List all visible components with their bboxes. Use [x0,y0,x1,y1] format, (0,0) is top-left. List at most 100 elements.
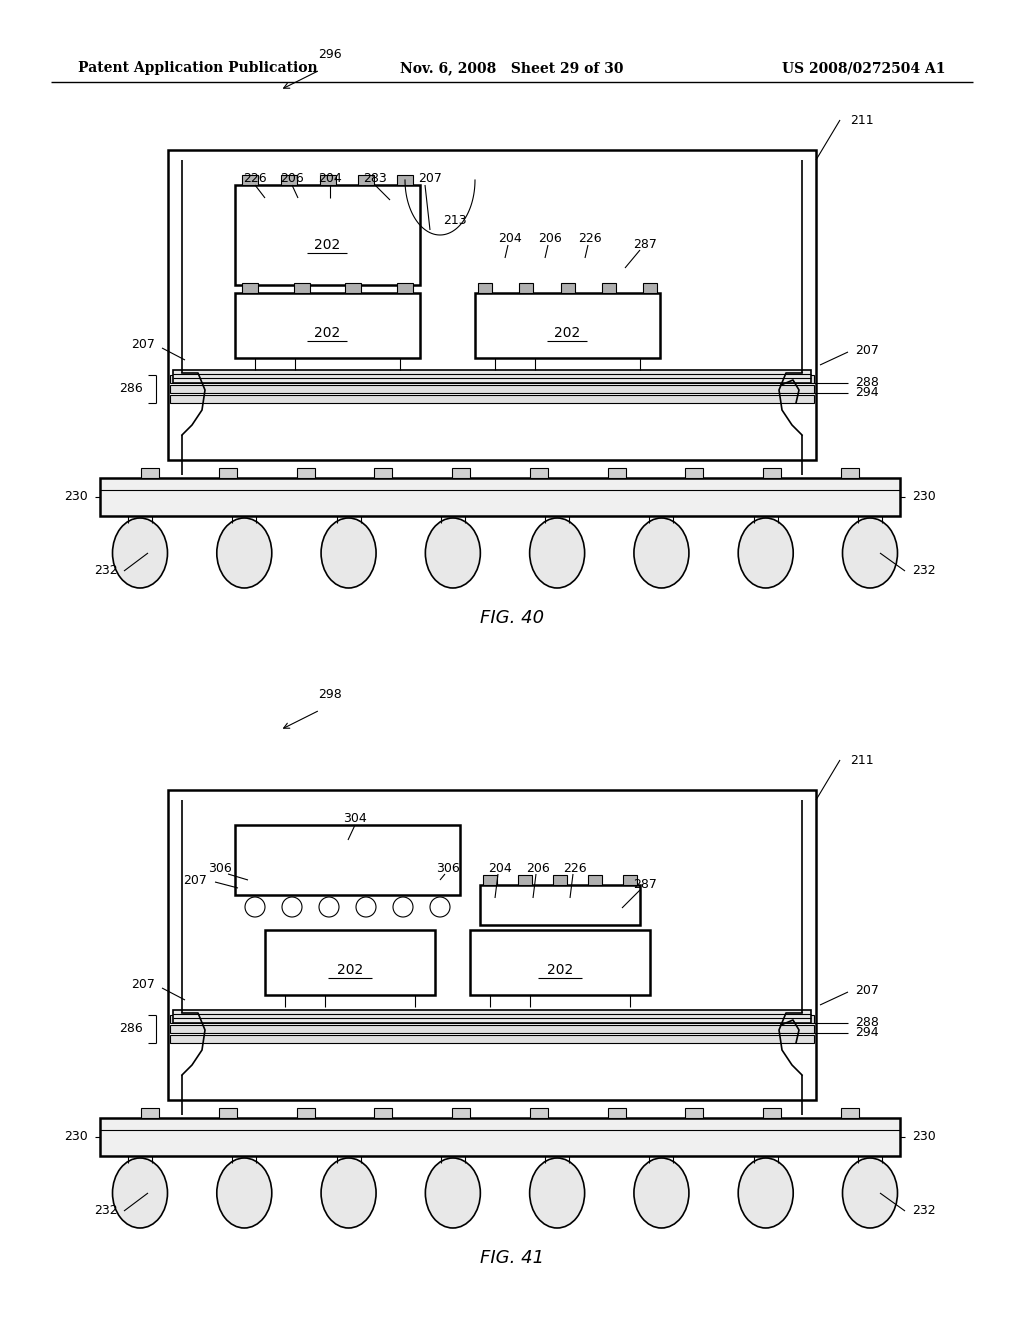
Bar [623,875,637,884]
Bar [141,1107,159,1118]
Bar [480,884,640,925]
Bar [242,176,258,185]
Bar [841,1107,859,1118]
Ellipse shape [322,1158,376,1228]
Text: 294: 294 [855,1027,879,1040]
Text: Patent Application Publication: Patent Application Publication [78,61,317,75]
Bar [170,1026,814,1034]
Text: 204: 204 [318,172,342,185]
Text: 206: 206 [526,862,550,874]
Ellipse shape [217,1158,271,1228]
Ellipse shape [425,517,480,587]
Text: 283: 283 [364,172,387,185]
Circle shape [319,898,339,917]
Bar [560,282,574,293]
Text: 211: 211 [850,754,873,767]
Circle shape [356,898,376,917]
Bar [478,282,492,293]
Text: 304: 304 [343,812,367,825]
Bar [685,1107,703,1118]
Text: 204: 204 [498,231,522,244]
Bar [345,282,361,293]
Bar [518,875,532,884]
Ellipse shape [738,1158,794,1228]
Bar [294,282,309,293]
Bar [643,282,657,293]
Bar [453,1107,470,1118]
Bar [170,395,814,403]
Text: 287: 287 [633,239,657,252]
Text: 226: 226 [563,862,587,874]
Text: 202: 202 [314,326,340,341]
Ellipse shape [113,1158,168,1228]
Text: 213: 213 [443,214,467,227]
Text: 204: 204 [488,862,512,874]
Bar [553,875,567,884]
Bar [173,370,811,383]
Text: 232: 232 [912,565,936,578]
Bar [234,293,420,358]
Text: 306: 306 [208,862,231,874]
Text: FIG. 40: FIG. 40 [480,609,544,627]
Ellipse shape [217,517,271,587]
Text: 202: 202 [554,326,581,341]
Ellipse shape [425,1158,480,1228]
Bar [841,469,859,478]
Text: 202: 202 [314,238,340,252]
Text: 230: 230 [912,1130,936,1143]
Bar [607,469,626,478]
Text: FIG. 41: FIG. 41 [480,1249,544,1267]
Bar [265,931,435,995]
Bar [519,282,534,293]
Bar [453,469,470,478]
Bar [297,1107,314,1118]
Text: 207: 207 [183,874,207,887]
Text: 286: 286 [119,1023,143,1035]
Bar [470,931,650,995]
Text: 207: 207 [855,343,879,356]
Text: 232: 232 [94,1204,118,1217]
Text: 230: 230 [65,1130,88,1143]
Text: 286: 286 [119,383,143,396]
Text: 211: 211 [850,114,873,127]
Bar [219,469,237,478]
Text: 232: 232 [94,565,118,578]
Bar [319,176,336,185]
Ellipse shape [113,517,168,587]
Text: 296: 296 [318,49,342,62]
Text: 306: 306 [436,862,460,874]
Bar [397,176,413,185]
Text: 288: 288 [855,1016,879,1030]
Text: 202: 202 [337,964,364,977]
Bar [685,469,703,478]
Bar [141,469,159,478]
Bar [170,375,814,383]
Text: 207: 207 [418,172,442,185]
Ellipse shape [843,1158,897,1228]
Bar [100,478,900,516]
Bar [375,1107,392,1118]
Text: 298: 298 [318,689,342,701]
Bar [763,1107,781,1118]
Bar [170,385,814,393]
Bar [100,1118,900,1156]
Text: 226: 226 [243,172,267,185]
Bar [475,293,660,358]
Bar [607,1107,626,1118]
Text: 206: 206 [281,172,304,185]
Text: 207: 207 [131,978,155,991]
Ellipse shape [634,1158,689,1228]
Text: Nov. 6, 2008   Sheet 29 of 30: Nov. 6, 2008 Sheet 29 of 30 [400,61,624,75]
Bar [234,185,420,285]
Circle shape [282,898,302,917]
Bar [358,176,374,185]
Text: 232: 232 [912,1204,936,1217]
Bar [173,1010,811,1023]
Text: 288: 288 [855,376,879,389]
Ellipse shape [843,517,897,587]
Text: 202: 202 [547,964,573,977]
Bar [168,789,816,1100]
Bar [763,469,781,478]
Text: 287: 287 [633,879,657,891]
Text: 230: 230 [65,491,88,503]
